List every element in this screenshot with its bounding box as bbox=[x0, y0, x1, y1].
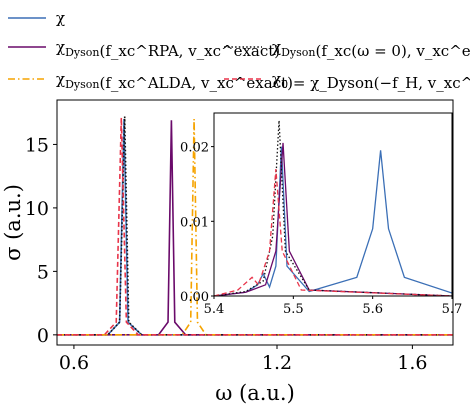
series-line-3 bbox=[57, 119, 453, 336]
inset-x-tick-label-2: 5.6 bbox=[362, 302, 383, 317]
y-tick-label-0: 0 bbox=[37, 325, 49, 347]
x-tick-label-1: 1.2 bbox=[262, 352, 292, 374]
series-line-4 bbox=[57, 117, 453, 336]
y-axis-label: σ (a.u.) bbox=[1, 184, 25, 261]
main-plot: 0.6 1.2 1.6 0 5 10 15 ω (a.u.) σ (a.u.) bbox=[1, 99, 454, 405]
legend-entry-4: χ0 = χ_Dyson(−f_H, v_xc^exact) bbox=[272, 70, 470, 92]
inset-y-tick-label-0: 0.00 bbox=[180, 290, 209, 305]
inset-y-tick-label-1: 0.01 bbox=[180, 215, 209, 230]
x-axis-label: ω (a.u.) bbox=[215, 381, 295, 405]
legend-entry-0: χ bbox=[56, 9, 65, 27]
legend-entry-3: χDyson(f_xc^ALDA, v_xc^exact) bbox=[56, 70, 293, 92]
y-tick-label-2: 10 bbox=[25, 198, 49, 220]
x-tick-label-2: 1.6 bbox=[397, 352, 427, 374]
y-tick-label-1: 5 bbox=[37, 261, 49, 283]
legend-entry-1: χDyson(f_xc^RPA, v_xc^exact) bbox=[56, 38, 280, 60]
legend-entry-2: χDyson(f_xc(ω = 0), v_xc^exact) bbox=[272, 38, 470, 60]
series-line-2 bbox=[57, 116, 453, 336]
inset-y-tick-label-2: 0.02 bbox=[180, 141, 209, 156]
inset-series-line-1 bbox=[214, 142, 452, 296]
inset-background bbox=[214, 113, 452, 296]
inset-x-tick-label-3: 5.7 bbox=[442, 302, 463, 317]
inset-x-tick-label-1: 5.5 bbox=[283, 302, 304, 317]
inset-series-line-3 bbox=[214, 168, 452, 296]
y-tick-label-3: 15 bbox=[25, 134, 49, 156]
x-tick-label-0: 0.6 bbox=[59, 352, 89, 374]
inset-plot: 5.4 5.5 5.6 5.7 0.00 0.01 0.02 bbox=[180, 112, 463, 317]
inset-x-tick-label-0: 5.4 bbox=[204, 302, 225, 317]
inset-frame bbox=[213, 112, 453, 297]
main-frame bbox=[56, 99, 454, 346]
inset-series-line-2 bbox=[214, 120, 452, 296]
